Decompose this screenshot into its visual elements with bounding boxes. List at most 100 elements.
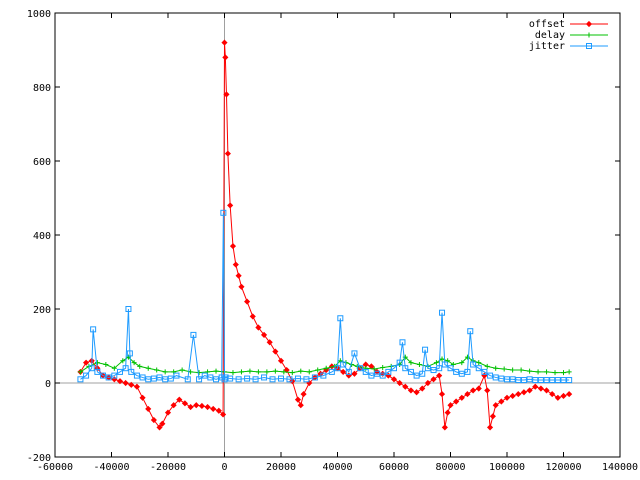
data-point-jitter <box>520 377 527 384</box>
data-point-offset <box>187 403 194 411</box>
data-point-delay <box>380 364 386 370</box>
data-point-offset <box>215 407 222 414</box>
data-point-offset <box>224 150 231 157</box>
data-point-jitter <box>549 377 556 384</box>
data-point-offset <box>238 283 245 290</box>
data-point-offset <box>351 370 358 377</box>
data-point-delay <box>213 368 219 374</box>
data-point-offset <box>145 405 152 412</box>
data-point-offset <box>111 376 118 383</box>
data-point-delay <box>196 370 202 376</box>
x-tick-label: 100000 <box>489 462 525 473</box>
data-point-jitter <box>156 374 163 381</box>
data-point-jitter <box>303 376 310 383</box>
data-point-jitter <box>526 376 533 383</box>
data-point-delay <box>544 369 550 375</box>
y-tick-label: 600 <box>33 157 51 168</box>
data-point-delay <box>323 365 329 371</box>
data-point-offset <box>430 376 437 383</box>
data-point-offset <box>128 381 135 388</box>
data-point-jitter <box>362 368 369 375</box>
data-point-jitter <box>150 375 157 382</box>
data-point-jitter <box>391 365 397 372</box>
data-point-offset <box>222 54 229 61</box>
data-point-offset <box>133 383 140 390</box>
data-point-offset <box>498 398 505 405</box>
data-point-offset <box>83 359 90 366</box>
data-point-delay <box>306 369 312 375</box>
data-point-offset <box>554 394 561 401</box>
legend-label-offset: offset <box>529 19 565 30</box>
data-point-jitter <box>213 376 220 383</box>
data-point-offset <box>116 378 124 385</box>
data-point-jitter <box>532 377 539 384</box>
data-point-offset <box>424 379 431 387</box>
data-point-jitter <box>201 372 208 379</box>
data-point-offset <box>486 424 494 431</box>
data-point-offset <box>244 298 251 305</box>
data-point-offset <box>255 324 262 331</box>
data-point-offset <box>481 372 488 379</box>
data-point-delay <box>272 368 278 374</box>
data-point-offset <box>436 372 443 379</box>
data-point-jitter <box>83 372 90 379</box>
x-tick-label: 0 <box>221 462 227 473</box>
data-point-jitter <box>235 376 242 383</box>
data-point-delay <box>289 370 295 376</box>
data-point-offset <box>340 368 347 375</box>
data-point-offset <box>560 392 567 400</box>
data-point-offset <box>441 424 448 431</box>
data-point-offset <box>156 424 163 431</box>
data-point-jitter <box>122 365 129 372</box>
data-point-offset <box>532 383 539 390</box>
data-point-offset <box>260 331 268 338</box>
y-tick-label: 0 <box>45 379 51 390</box>
data-point-offset <box>220 411 227 418</box>
data-point-offset <box>297 402 304 409</box>
data-point-delay <box>120 358 126 364</box>
data-point-delay <box>230 370 236 376</box>
data-point-offset <box>122 379 129 387</box>
x-tick-label: 40000 <box>322 462 352 473</box>
data-point-jitter <box>396 359 403 366</box>
data-point-jitter <box>413 372 420 379</box>
data-point-jitter <box>227 375 234 382</box>
data-point-jitter <box>244 375 251 382</box>
data-point-jitter <box>554 377 561 384</box>
data-point-offset <box>453 398 460 405</box>
data-point-delay <box>264 369 270 375</box>
axes: -60000 -40000 -20000 0 20000 40000 60000 80000 1… <box>27 9 638 473</box>
data-point-offset <box>300 391 307 398</box>
x-tick-label: 80000 <box>435 462 465 473</box>
legend-label-delay: delay <box>535 30 565 41</box>
data-point-jitter <box>320 372 327 379</box>
data-point-jitter <box>374 370 381 377</box>
data-point-offset <box>438 391 446 398</box>
data-point-delay <box>247 368 253 374</box>
data-point-jitter <box>368 372 375 379</box>
data-point-jitter <box>566 377 573 384</box>
data-point-offset <box>390 376 398 383</box>
data-point-jitter <box>340 361 347 368</box>
data-point-delay <box>131 360 137 366</box>
data-point-jitter <box>543 377 550 384</box>
data-point-jitter <box>221 376 228 383</box>
data-point-delay <box>408 360 414 366</box>
data-point-jitter <box>77 376 84 383</box>
data-point-offset <box>489 413 496 420</box>
y-tick-label: 800 <box>33 83 51 94</box>
data-point-offset <box>503 394 511 401</box>
data-point-delay <box>281 369 287 375</box>
data-point-jitter <box>294 375 301 382</box>
data-point-delay <box>493 365 499 371</box>
data-point-delay <box>518 367 524 373</box>
data-point-jitter <box>379 372 386 379</box>
data-point-offset <box>176 396 183 403</box>
data-point-offset <box>515 391 522 398</box>
data-point-offset <box>402 383 409 390</box>
data-point-offset <box>396 379 403 387</box>
data-point-jitter <box>162 376 169 383</box>
data-point-delay <box>416 362 422 367</box>
data-point-jitter <box>328 368 335 375</box>
data-point-jitter <box>207 374 214 381</box>
